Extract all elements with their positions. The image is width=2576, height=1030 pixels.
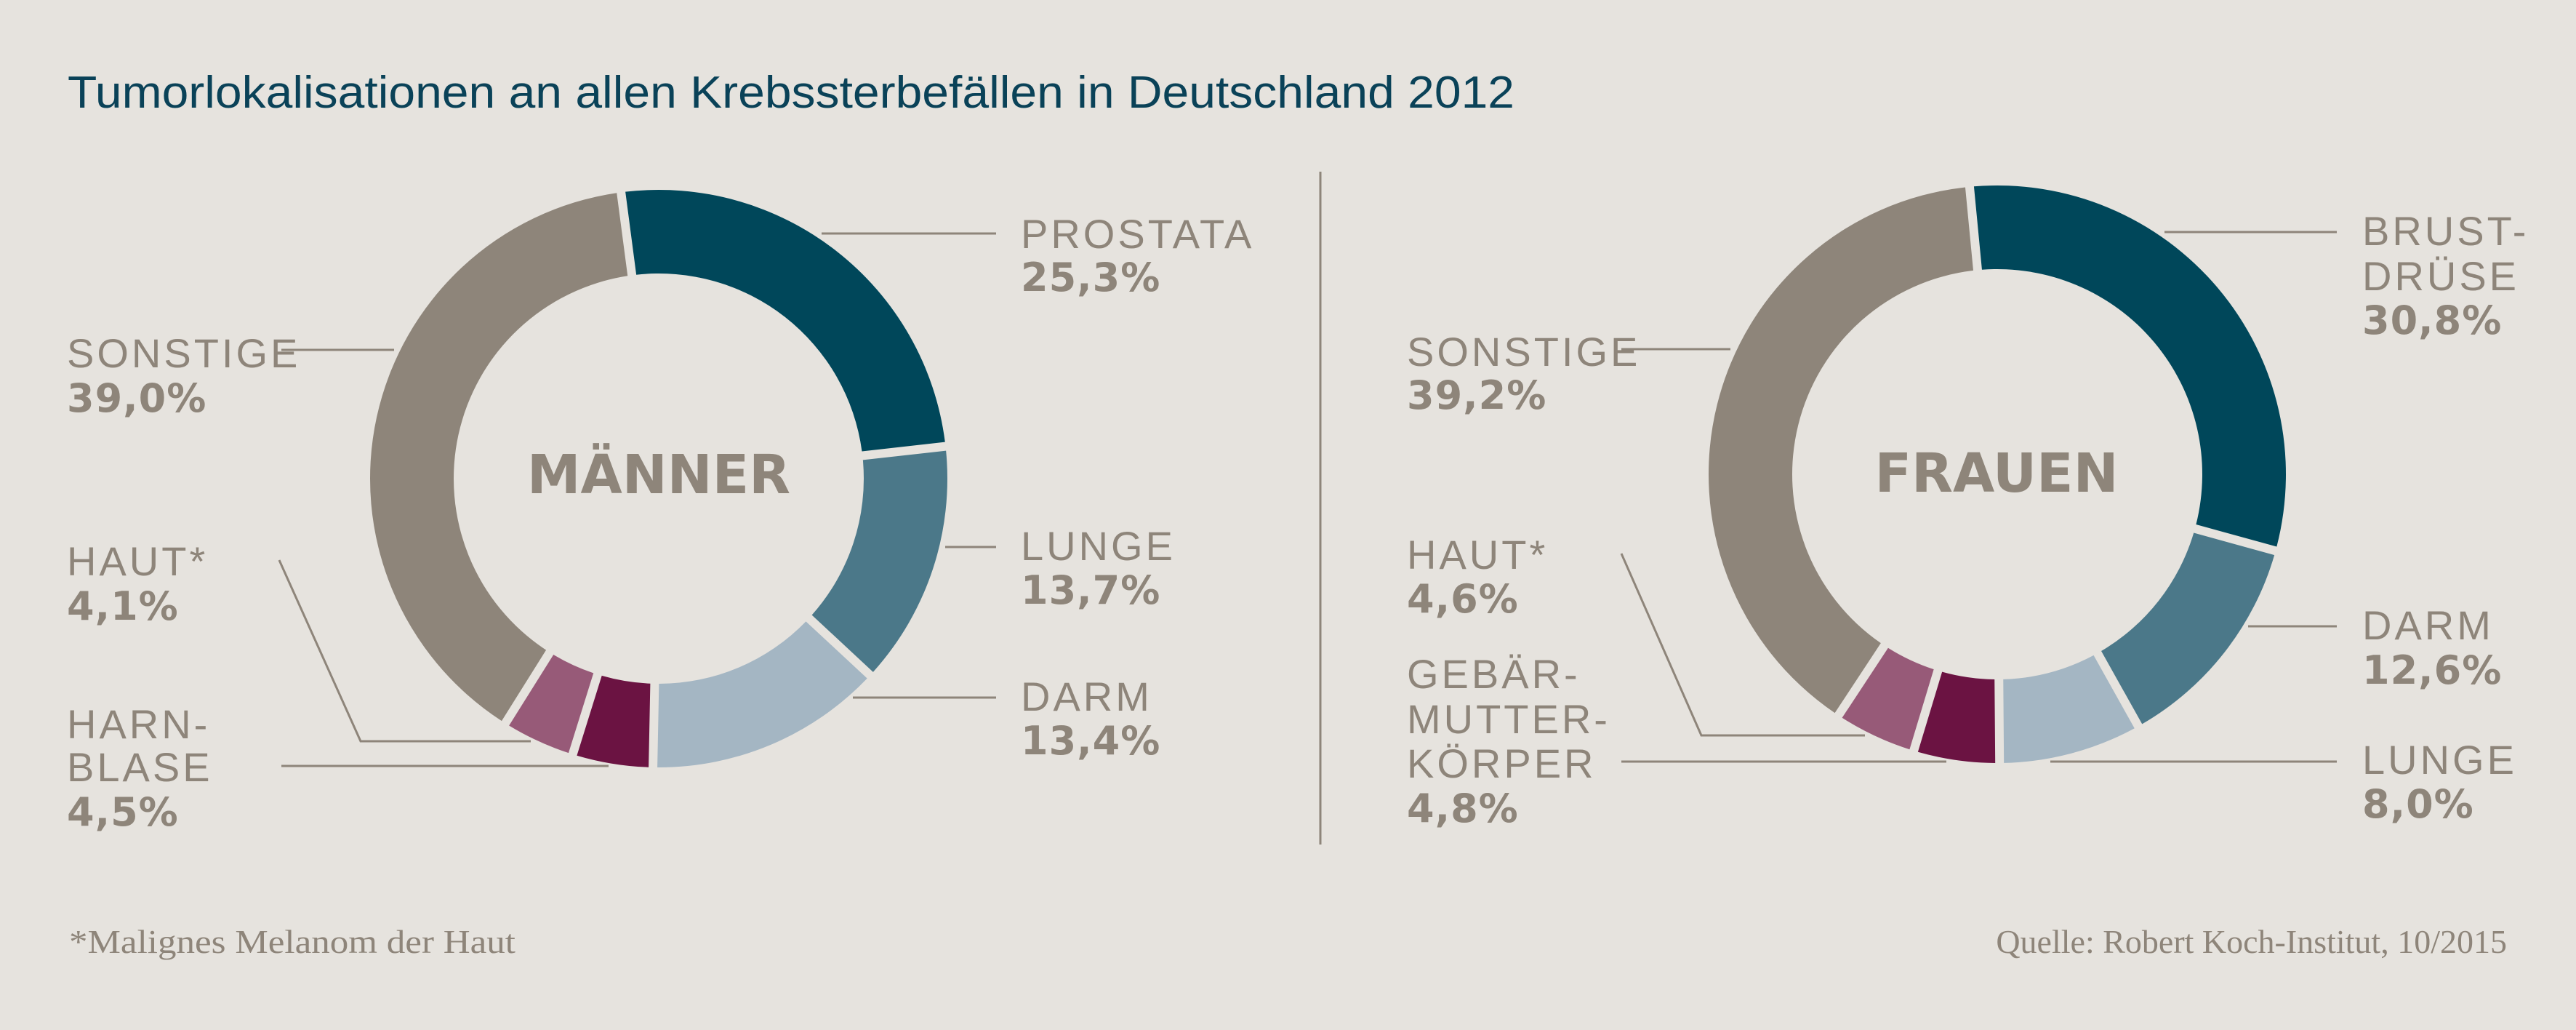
slice-label-brustdruese-line1: BRUST- <box>2362 208 2529 254</box>
slice-label-brustdruese-line2: DRÜSE <box>2362 253 2519 299</box>
slice-value-sonstige-m: 39,0% <box>67 375 206 421</box>
slice-value-darm-m: 13,4% <box>1021 718 1160 764</box>
donut-slice-haut-f <box>1842 647 1934 750</box>
donut-slice-darm-m <box>657 621 867 768</box>
slice-value-prostata: 25,3% <box>1021 255 1160 300</box>
donut-slice-sonstige-f <box>1709 187 1974 714</box>
slice-label-haut-m: HAUT* <box>67 538 208 584</box>
donut-slice-lunge-m <box>811 450 947 672</box>
slice-label-sonstige-f: SONSTIGE <box>1407 329 1640 375</box>
slice-label-harnblase-line2: BLASE <box>67 744 213 790</box>
leader-line-haut-f <box>1620 553 1865 737</box>
donut-slice-sonstige-m <box>369 193 628 722</box>
footnote: *Malignes Melanom der Haut <box>69 923 515 960</box>
donut-slice-prostata-m <box>625 190 945 452</box>
slice-value-gebaermutter: 4,8% <box>1407 786 1519 831</box>
slice-label-gebaermutter-line2: MUTTER- <box>1407 696 1610 742</box>
slice-value-haut-m: 4,1% <box>67 583 179 629</box>
donut-center-label-frauen: FRAUEN <box>1874 442 2118 505</box>
slice-label-lunge-m: LUNGE <box>1021 523 1176 569</box>
slice-label-lunge-f: LUNGE <box>2362 737 2517 783</box>
chart-title: Tumorlokalisationen an allen Krebssterbe… <box>68 68 1514 118</box>
slice-label-darm-f: DARM <box>2362 602 2494 648</box>
donut-frauen <box>1709 185 2286 763</box>
donut-slice-gebärmutterkörper-f <box>1917 671 1996 763</box>
slice-label-gebaermutter-line1: GEBÄR- <box>1407 651 1581 697</box>
slice-value-lunge-m: 13,7% <box>1021 567 1160 613</box>
donut-slice-darm-f <box>2101 532 2275 724</box>
donut-center-label-maenner: MÄNNER <box>527 442 790 506</box>
slice-label-haut-f: HAUT* <box>1407 532 1548 578</box>
slice-value-brustdruese: 30,8% <box>2362 298 2502 343</box>
donut-slice-haut-m <box>509 655 594 754</box>
slice-label-prostata: PROSTATA <box>1021 211 1254 257</box>
slice-value-sonstige-f: 39,2% <box>1407 372 1546 418</box>
donut-maenner <box>369 190 947 768</box>
slice-label-darm-m: DARM <box>1021 674 1152 719</box>
donut-slice-lunge-f <box>2003 655 2135 763</box>
slice-value-lunge-f: 8,0% <box>2362 781 2474 827</box>
donut-slice-harnblase-m <box>577 675 651 767</box>
leader-line-haut-m <box>278 559 531 743</box>
slice-value-darm-f: 12,6% <box>2362 647 2502 693</box>
donut-slice-brustdrüse-f <box>1973 185 2286 547</box>
slice-value-harnblase: 4,5% <box>67 789 179 835</box>
slice-label-harnblase-line1: HARN- <box>67 701 210 747</box>
slice-label-sonstige-m: SONSTIGE <box>67 330 300 376</box>
slice-label-gebaermutter-line3: KÖRPER <box>1407 740 1597 786</box>
slice-value-haut-f: 4,6% <box>1407 576 1519 622</box>
source-note: Quelle: Robert Koch-Institut, 10/2015 <box>1996 923 2507 960</box>
